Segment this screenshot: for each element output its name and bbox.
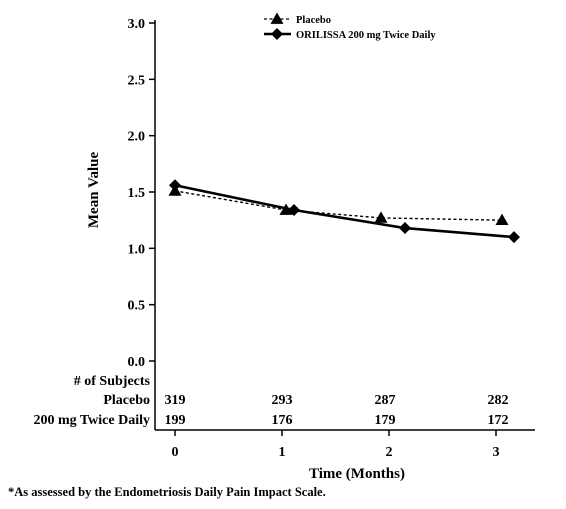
x-tick-label: 0 [172,445,179,460]
subjects-row-label: 200 mg Twice Daily [33,413,150,428]
subjects-row-label: Placebo [103,393,150,408]
y-tick-label: 2.5 [128,73,146,88]
x-ticks: 0 1 2 3 [172,430,500,460]
data-point-orilissa [399,222,411,235]
data-point-orilissa [169,179,181,192]
series-line-placebo [174,190,503,221]
legend-marker [270,12,284,24]
data-point-placebo [495,213,509,226]
subjects-count: 319 [165,393,186,408]
x-tick-label: 2 [386,445,393,460]
y-tick-label: 2.0 [128,130,146,145]
subjects-table: # of Subjects Placebo 319 293 287 282 200 mg … [33,374,508,428]
subjects-count: 287 [375,393,396,408]
series-line-orilissa [174,183,515,239]
subjects-count: 176 [272,413,293,428]
subjects-count: 179 [375,413,396,428]
subjects-table-header: # of Subjects [74,374,151,389]
y-tick-label: 1.0 [128,242,146,257]
data-point-orilissa [508,231,520,244]
y-tick-label: 0.5 [128,299,146,314]
data-point-orilissa [288,204,300,217]
y-axis-title: Mean Value [86,152,102,229]
footnote: *As assessed by the Endometriosis Daily … [8,485,326,499]
y-tick-label: 0.0 [128,355,146,370]
axes: Mean Value Time (Months) [86,20,535,482]
series [168,179,520,244]
x-tick-label: 1 [279,445,286,460]
subjects-count: 172 [488,413,509,428]
legend-label: ORILISSA 200 mg Twice Daily [296,30,436,41]
subjects-count: 282 [488,393,509,408]
y-tick-label: 1.5 [128,186,146,201]
legend: Placebo ORILISSA 200 mg Twice Daily [264,12,436,41]
x-tick-label: 3 [493,445,500,460]
data-point-placebo [374,211,388,223]
subjects-count: 293 [272,393,293,408]
subjects-count: 199 [165,413,186,428]
y-tick-label: 3.0 [128,17,146,32]
legend-marker [271,28,283,40]
legend-label: Placebo [296,15,331,26]
x-axis-title: Time (Months) [309,466,405,482]
y-ticks: 0.0 0.5 1.0 1.5 2.0 2.5 3.0 [128,17,155,370]
